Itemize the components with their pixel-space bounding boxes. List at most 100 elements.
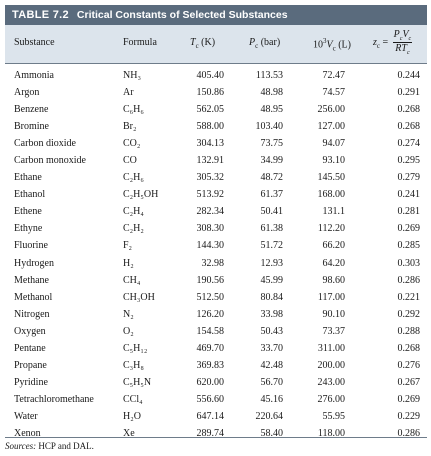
cell-zc: 0.269 [397,223,421,235]
cell-tc: 620.00 [196,376,225,388]
table-row: Benzene C₆H₆ 562.05 48.95 256.00 0.268 [5,101,427,118]
table-number: TABLE 7.2 [12,9,69,21]
cell-zc: 0.244 [397,70,421,81]
table-row: Ethane C₂H₆ 305.32 48.72 145.50 0.279 [5,169,427,186]
cell-tc: 190.56 [196,274,225,286]
cell-tc: 132.91 [196,155,225,167]
cell-tc: 282.34 [196,206,225,218]
table-body: Ammonia NH₃ 405.40 113.53 72.47 0.244 Argon Ar 1… [5,67,427,442]
cell-substance: Nitrogen [14,308,50,320]
cell-tc: 144.30 [196,240,225,252]
cell-substance: Propane [14,359,47,371]
cell-substance: Xenon [14,427,41,439]
cell-vc: 117.00 [317,291,345,303]
cell-tc: 513.92 [196,189,225,201]
cell-pc: 33.70 [260,342,284,354]
cell-substance: Oxygen [14,325,46,337]
cell-formula: NH₃ [123,70,141,81]
cell-pc: 45.99 [260,274,284,286]
cell-formula: C₂H₆ [123,172,144,184]
table-row: Methanol CH₃OH 512.50 80.84 117.00 0.221 [5,289,427,306]
table-row: Ammonia NH₃ 405.40 113.53 72.47 0.244 [5,67,427,84]
table-row: Carbon dioxide CO₂ 304.13 73.75 94.07 0.274 [5,135,427,152]
cell-pc: 50.41 [260,206,284,218]
cell-pc: 48.72 [260,172,284,184]
cell-vc: 98.60 [322,274,346,286]
cell-tc: 304.13 [196,138,225,150]
cell-tc: 32.98 [201,257,225,269]
cell-substance: Argon [14,87,40,99]
cell-zc: 0.286 [397,427,421,439]
table-row: Pentane C₅H₁₂ 469.70 33.70 311.00 0.268 [5,340,427,357]
cell-substance: Ammonia [14,70,54,81]
cell-formula: Ar [123,87,134,99]
cell-pc: 48.95 [260,104,284,116]
source-note: Sources: HCP and DAL. [5,441,94,451]
cell-zc: 0.292 [397,308,421,320]
cell-formula: Br₂ [123,121,137,133]
table-row: Xenon Xe 289.74 58.40 118.00 0.286 [5,425,427,442]
table-row: Bromine Br₂ 588.00 103.40 127.00 0.268 [5,118,427,135]
cell-vc: 90.10 [322,308,346,320]
cell-formula: CH₃OH [123,291,155,303]
cell-zc: 0.241 [397,189,421,201]
table-caption: Critical Constants of Selected Substance… [76,9,288,21]
cell-tc: 305.32 [196,172,225,184]
cell-vc: 66.20 [322,240,346,252]
cell-pc: 34.99 [260,155,284,167]
cell-tc: 405.40 [196,70,225,81]
cell-substance: Benzene [14,104,49,116]
cell-vc: 72.47 [322,70,346,81]
table-row: Water H₂O 647.14 220.64 55.95 0.229 [5,408,427,425]
cell-formula: F₂ [123,240,133,252]
cell-vc: 276.00 [317,393,346,405]
cell-pc: 33.98 [260,308,284,320]
table-row: Tetrachloromethane CCl₄ 556.60 45.16 276.00 0… [5,391,427,408]
table-header-row: Substance Formula Tc (K) Pc (bar) 103Vc … [5,25,427,64]
cell-formula: CCl₄ [123,393,143,405]
cell-zc: 0.267 [397,376,421,388]
cell-substance: Pyridine [14,376,48,388]
cell-formula: CH₄ [123,274,141,286]
cell-substance: Fluorine [14,240,48,252]
cell-substance: Ethyne [14,223,43,235]
cell-vc: 145.50 [317,172,346,184]
cell-vc: 168.00 [317,189,346,201]
cell-vc: 64.20 [322,257,346,269]
cell-substance: Ethane [14,172,42,184]
cell-substance: Ethene [14,206,42,218]
table-row: Carbon monoxide CO 132.91 34.99 93.10 0.295 [5,152,427,169]
cell-formula: C₅H₁₂ [123,342,148,354]
table-row: Methane CH₄ 190.56 45.99 98.60 0.286 [5,272,427,289]
cell-substance: Carbon monoxide [14,155,86,167]
cell-formula: C₅H₅N [123,376,152,388]
cell-pc: 80.84 [260,291,284,303]
cell-pc: 51.72 [260,240,284,252]
cell-formula: Xe [123,427,135,439]
cell-formula: C₂H₄ [123,206,144,218]
cell-pc: 220.64 [255,410,284,422]
header-critical-temperature: Tc (K) [190,37,216,50]
cell-pc: 48.98 [260,87,284,99]
cell-vc: 256.00 [317,104,346,116]
cell-tc: 469.70 [196,342,225,354]
header-critical-volume: 103Vc (L) [313,37,351,53]
cell-vc: 131.1 [322,206,346,218]
table-row: Propane C₃H₈ 369.83 42.48 200.00 0.276 [5,357,427,374]
cell-tc: 126.20 [196,308,225,320]
table-row: Oxygen O₂ 154.58 50.43 73.37 0.288 [5,323,427,340]
cell-vc: 74.57 [322,87,346,99]
cell-zc: 0.269 [397,393,421,405]
cell-formula: H₂ [123,257,134,269]
cell-vc: 118.00 [317,427,345,439]
cell-pc: 56.70 [260,376,284,388]
cell-tc: 154.58 [196,325,225,337]
cell-pc: 103.40 [255,121,284,133]
cell-vc: 94.07 [322,138,346,150]
cell-zc: 0.268 [397,342,421,354]
header-critical-pressure: Pc (bar) [249,37,281,50]
cell-formula: C₂H₅OH [123,189,159,201]
cell-substance: Hydrogen [14,257,54,269]
cell-pc: 61.37 [260,189,284,201]
cell-pc: 58.40 [260,427,284,439]
